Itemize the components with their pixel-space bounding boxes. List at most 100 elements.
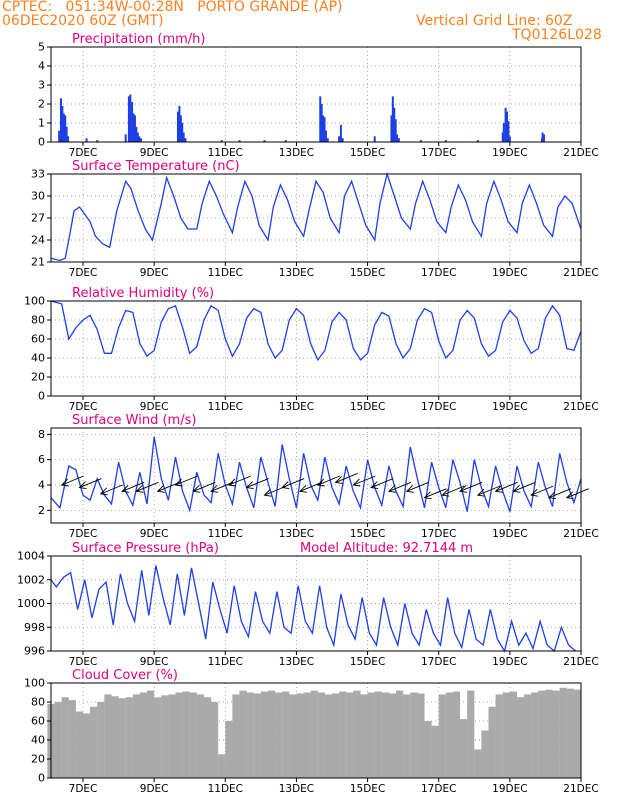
precipitation-ytick-label: 2 (38, 98, 45, 111)
cloud-cover-bar (75, 711, 84, 778)
precipitation-bar (181, 123, 184, 142)
precipitation-bar (501, 132, 504, 142)
pressure-xtick-label: 17DEC (421, 656, 456, 668)
header-date: 06DEC2020 60Z (GMT) (2, 13, 164, 29)
humidity-ytick-label: 20 (31, 371, 45, 384)
pressure-xtick-label: 21DEC (563, 656, 598, 668)
wind-arrow-head (245, 481, 254, 489)
cloud-cover-bar (139, 692, 148, 778)
precipitation-bar (124, 134, 127, 142)
wind-arrow-head (370, 481, 379, 489)
precipitation-bar (323, 117, 326, 142)
cloud-cover-bar (438, 694, 446, 778)
cloud-cover-xtick-label: 11DEC (208, 783, 243, 795)
cloud-cover-bar (146, 690, 155, 778)
wind-xtick-label: 9DEC (140, 528, 169, 540)
temperature-xtick-label: 17DEC (421, 267, 456, 279)
wind-title: Surface Wind (m/s) (72, 413, 196, 428)
precipitation-bar (62, 113, 65, 142)
wind-arrow-head (174, 478, 183, 487)
precipitation-bar (238, 140, 241, 142)
cloud-cover-bar (225, 721, 233, 778)
wind-arrow (175, 475, 198, 486)
wind-arrow-head (281, 481, 290, 489)
precipitation-bar (394, 119, 397, 142)
cloud-cover-bar (339, 691, 347, 778)
wind-xtick-label: 21DEC (563, 528, 598, 540)
precipitation-bar (96, 140, 99, 142)
cloud-cover-bar (310, 690, 318, 778)
pressure-ytick-label: 1004 (17, 550, 45, 563)
precipitation-bar (373, 136, 376, 142)
wind-arrow-head (263, 488, 272, 497)
wind-arrow-head (99, 487, 108, 496)
humidity-title: Relative Humidity (%) (72, 286, 214, 301)
cloud-cover-bar (573, 689, 582, 778)
precipitation-bar (391, 96, 394, 142)
cloud-cover-bar (132, 694, 140, 778)
humidity-ytick-label: 60 (31, 333, 45, 346)
wind-arrow-head (60, 478, 69, 487)
humidity-xtick-label: 19DEC (492, 401, 527, 413)
precipitation-bar (135, 126, 138, 142)
cloud-cover-bar (388, 693, 397, 778)
cloud-cover-bar (175, 692, 183, 778)
wind-arrow-head (78, 481, 87, 489)
wind-arrow (406, 481, 429, 492)
cloud-cover-bar (111, 696, 119, 778)
humidity-xtick-label: 9DEC (140, 401, 169, 413)
wind-arrow (61, 475, 84, 486)
precipitation-bar (64, 115, 67, 142)
humidity-xtick-label: 17DEC (421, 401, 456, 413)
temperature-xtick-label: 13DEC (279, 267, 314, 279)
wind-arrow-head (441, 488, 450, 497)
wind-xtick-label: 7DEC (69, 528, 98, 540)
cloud-cover-bar (538, 690, 546, 778)
cloud-cover-bar (267, 690, 276, 778)
wind-arrow (79, 478, 102, 488)
wind-arrow (370, 478, 394, 488)
precipitation-bar (129, 94, 132, 142)
precipitation-bar (502, 123, 505, 142)
wind-ytick-label: 6 (38, 453, 45, 466)
cloud-cover-bar (218, 754, 226, 778)
precipitation-bar (85, 138, 88, 142)
temperature-xtick-label: 15DEC (350, 267, 385, 279)
cloud-cover-bar (509, 691, 518, 778)
wind-xtick-label: 13DEC (279, 528, 314, 540)
precipitation-ytick-label: 0 (38, 136, 45, 149)
precipitation-bar (393, 107, 396, 142)
precipitation-frame (50, 46, 582, 143)
wind-arrow (566, 488, 589, 499)
precipitation-bar (324, 130, 327, 142)
precipitation-bar (508, 136, 511, 142)
temperature-ytick-label: 27 (31, 212, 45, 225)
humidity-ytick-label: 80 (31, 314, 45, 327)
cloud-cover-frame (50, 682, 582, 779)
precipitation-bar (397, 138, 400, 142)
cloud-cover-bar (460, 719, 468, 778)
precipitation-ytick-label: 5 (38, 41, 45, 54)
precipitation-xtick-label: 13DEC (279, 147, 314, 159)
humidity-xtick-label: 13DEC (279, 401, 314, 413)
cloud-cover-bar (168, 694, 176, 778)
cloud-cover-bar (474, 749, 482, 778)
wind-arrow (424, 488, 447, 499)
precipitation-bar (476, 140, 479, 142)
cloud-cover-title: Cloud Cover (%) (72, 668, 178, 683)
cloud-cover-bar (417, 693, 425, 778)
precipitation-bar (284, 140, 287, 142)
cloud-cover-bar (239, 690, 247, 778)
cloud-cover-xtick-label: 15DEC (350, 783, 385, 795)
wind-arrow-head (476, 488, 485, 497)
pressure-xtick-label: 9DEC (140, 656, 169, 668)
wind-arrow (228, 475, 252, 486)
cloud-cover-bar (431, 725, 439, 778)
cloud-cover-xtick-label: 21DEC (563, 783, 598, 795)
wind-arrow-head (565, 491, 574, 500)
cloud-cover-xtick-label: 17DEC (421, 783, 456, 795)
cloud-cover-bar (246, 692, 254, 778)
wind-arrow-head (210, 485, 219, 493)
wind-arrow-head (316, 478, 325, 487)
